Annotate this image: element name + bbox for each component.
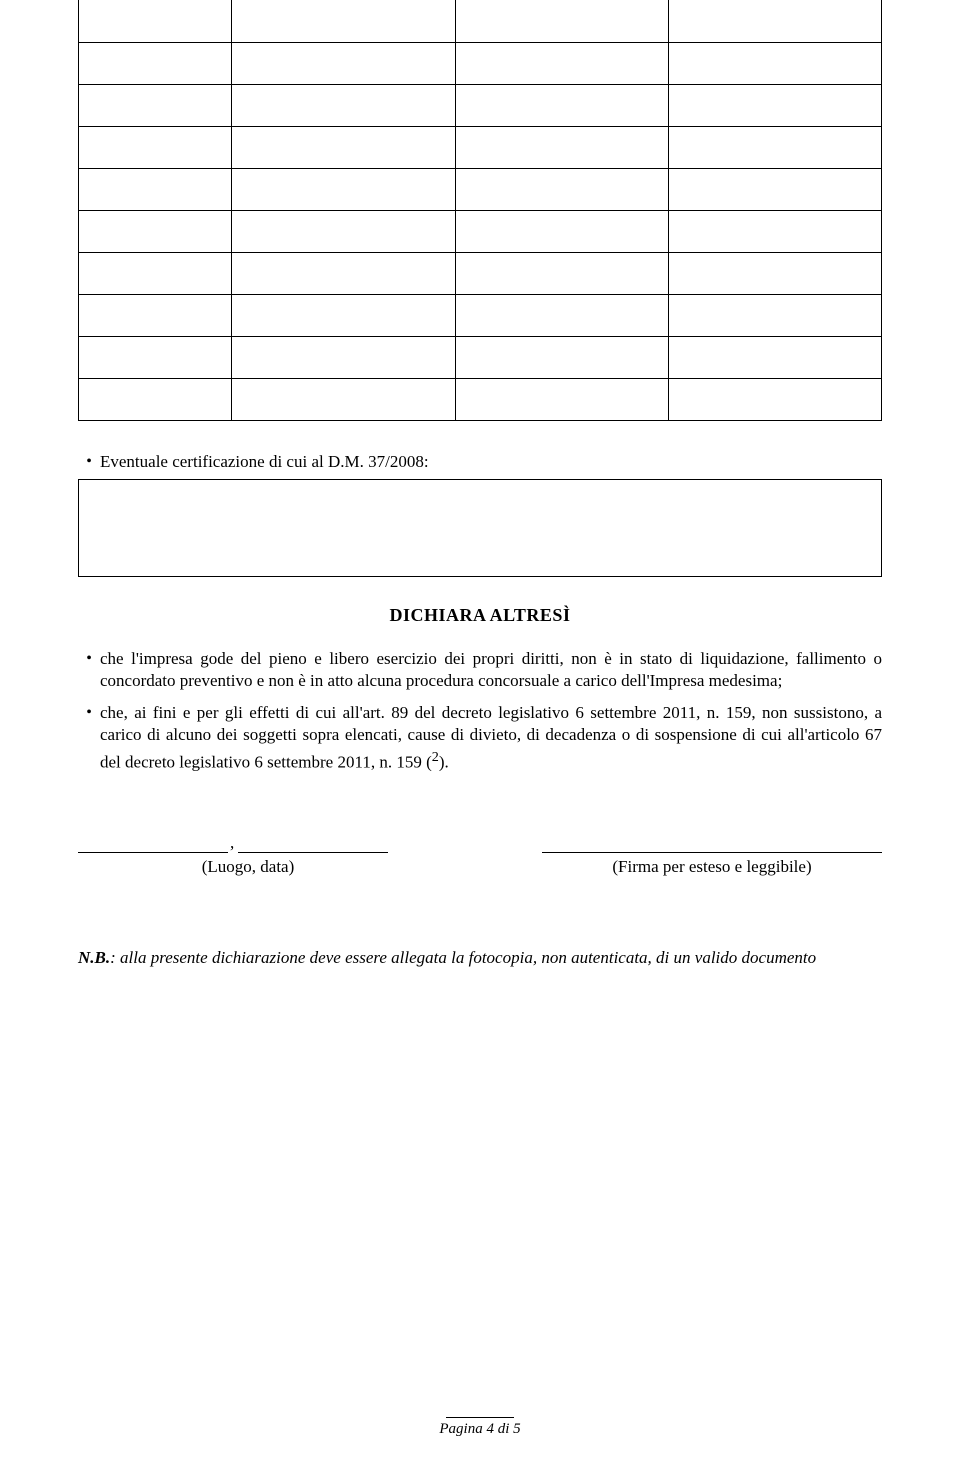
declaration-item-1: • che l'impresa gode del pieno e libero …: [78, 648, 882, 692]
signature-line[interactable]: [542, 835, 882, 853]
nb-note: N.B.: alla presente dichiarazione deve e…: [78, 947, 882, 969]
footnote-ref: 2: [432, 749, 439, 765]
cert-label: Eventuale certificazione di cui al D.M. …: [100, 451, 882, 473]
place-line[interactable]: [78, 835, 228, 853]
table-row: [79, 168, 882, 210]
form-table: [78, 0, 882, 421]
table-row: [79, 84, 882, 126]
date-line[interactable]: [238, 835, 388, 853]
page-footer: Pagina 4 di 5: [0, 1417, 960, 1438]
page-number: Pagina 4 di 5: [439, 1421, 520, 1437]
declaration-text-2b: ).: [439, 752, 449, 771]
table-row: [79, 378, 882, 420]
table-row: [79, 126, 882, 168]
cert-input-box[interactable]: [78, 479, 882, 577]
table-row: [79, 336, 882, 378]
declaration-item-2: • che, ai fini e per gli effetti di cui …: [78, 702, 882, 774]
declaration-text-1: che l'impresa gode del pieno e libero es…: [100, 648, 882, 692]
signature-section: , (Luogo, data) (Firma per esteso e legg…: [78, 833, 882, 877]
nb-text: : alla presente dichiarazione deve esser…: [110, 948, 816, 967]
declaration-text-2: che, ai fini e per gli effetti di cui al…: [100, 702, 882, 774]
nb-prefix: N.B.: [78, 948, 110, 967]
bullet-icon: •: [78, 702, 100, 724]
place-date-label: (Luogo, data): [78, 857, 418, 877]
table-row: [79, 0, 882, 42]
bullet-icon: •: [78, 648, 100, 670]
cert-section: • Eventuale certificazione di cui al D.M…: [78, 451, 882, 577]
bullet-icon: •: [78, 451, 100, 473]
cert-bullet-row: • Eventuale certificazione di cui al D.M…: [78, 451, 882, 473]
declaration-text-2a: che, ai fini e per gli effetti di cui al…: [100, 703, 882, 772]
table-row: [79, 252, 882, 294]
table-row: [79, 42, 882, 84]
signature-label: (Firma per esteso e leggibile): [542, 857, 882, 877]
table-row: [79, 294, 882, 336]
footer-rule: [446, 1417, 514, 1418]
signature-name: (Firma per esteso e leggibile): [542, 835, 882, 877]
table-row: [79, 210, 882, 252]
section-heading: DICHIARA ALTRESÌ: [78, 605, 882, 626]
signature-place-date: , (Luogo, data): [78, 833, 418, 877]
comma-separator: ,: [228, 833, 238, 853]
